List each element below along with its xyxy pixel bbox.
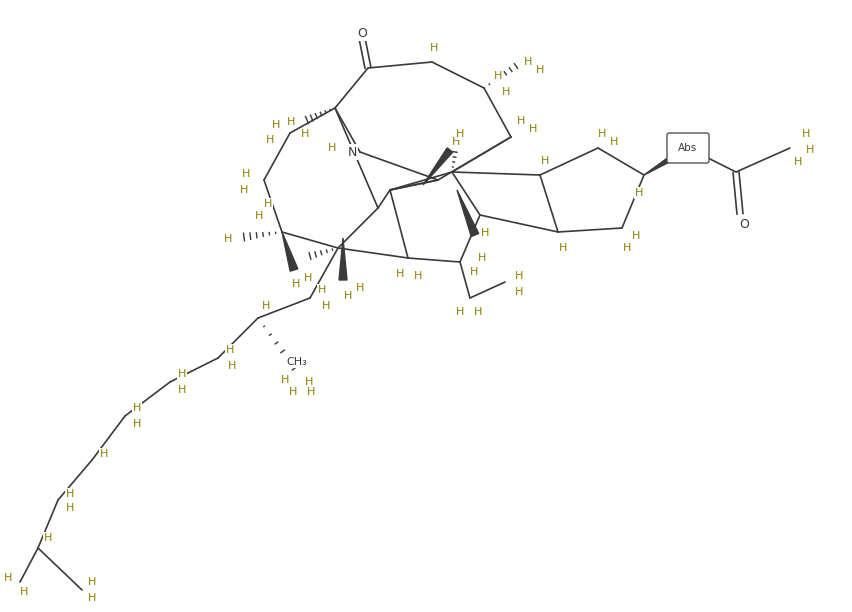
Text: H: H (304, 377, 313, 387)
Text: O: O (357, 26, 366, 40)
Text: H: H (413, 271, 422, 281)
Text: H: H (343, 291, 352, 301)
Text: H: H (477, 253, 486, 263)
Text: H: H (66, 489, 74, 499)
Text: H: H (501, 87, 509, 97)
Polygon shape (282, 232, 297, 271)
Text: H: H (523, 57, 532, 67)
Text: H: H (516, 116, 525, 126)
Text: H: H (266, 135, 273, 145)
Text: H: H (558, 243, 567, 253)
Text: H: H (241, 169, 250, 179)
Text: H: H (429, 43, 438, 53)
Text: H: H (303, 273, 312, 283)
Text: H: H (262, 301, 270, 311)
Text: H: H (535, 65, 544, 75)
Text: H: H (321, 301, 330, 311)
Polygon shape (338, 238, 347, 280)
Text: H: H (609, 137, 618, 147)
Polygon shape (423, 148, 452, 185)
Text: H: H (177, 369, 186, 379)
Text: H: H (291, 279, 300, 289)
Text: H: H (805, 145, 813, 155)
Text: H: H (280, 375, 289, 385)
Text: H: H (327, 143, 336, 153)
Text: H: H (473, 307, 481, 317)
Text: H: H (452, 137, 459, 147)
Text: H: H (515, 287, 522, 297)
Text: H: H (355, 283, 364, 293)
Text: CH₃: CH₃ (286, 357, 307, 367)
Text: H: H (631, 231, 640, 241)
Text: H: H (528, 124, 537, 134)
Text: H: H (263, 199, 272, 209)
Text: H: H (289, 387, 296, 397)
Text: H: H (597, 129, 606, 139)
Text: H: H (226, 345, 234, 355)
Text: H: H (272, 120, 279, 130)
Text: H: H (100, 449, 108, 459)
Text: H: H (634, 188, 642, 198)
Text: H: H (133, 403, 141, 413)
Text: H: H (20, 587, 28, 597)
FancyBboxPatch shape (666, 133, 708, 163)
Text: H: H (88, 577, 96, 587)
Text: H: H (177, 385, 186, 395)
Text: H: H (801, 129, 809, 139)
Text: H: H (307, 387, 315, 397)
Text: H: H (133, 419, 141, 429)
Text: H: H (469, 267, 478, 277)
Text: H: H (286, 117, 295, 127)
Text: H: H (43, 533, 52, 543)
Text: H: H (515, 271, 522, 281)
Text: O: O (738, 217, 748, 231)
Text: H: H (227, 361, 236, 371)
Text: H: H (301, 129, 308, 139)
Text: H: H (493, 71, 502, 81)
Text: H: H (66, 503, 74, 513)
Text: Abs: Abs (677, 143, 697, 153)
Text: H: H (455, 307, 463, 317)
Text: H: H (223, 234, 232, 244)
Text: H: H (395, 269, 404, 279)
Text: N: N (347, 146, 356, 159)
Polygon shape (643, 144, 689, 175)
Text: H: H (540, 156, 549, 166)
Text: H: H (318, 285, 325, 295)
Text: H: H (255, 211, 263, 221)
Text: H: H (3, 573, 12, 583)
Polygon shape (457, 190, 478, 236)
Text: H: H (239, 185, 248, 195)
Text: H: H (481, 228, 488, 238)
Text: H: H (88, 593, 96, 603)
Text: H: H (793, 157, 801, 167)
Text: H: H (455, 129, 463, 139)
Text: H: H (622, 243, 630, 253)
